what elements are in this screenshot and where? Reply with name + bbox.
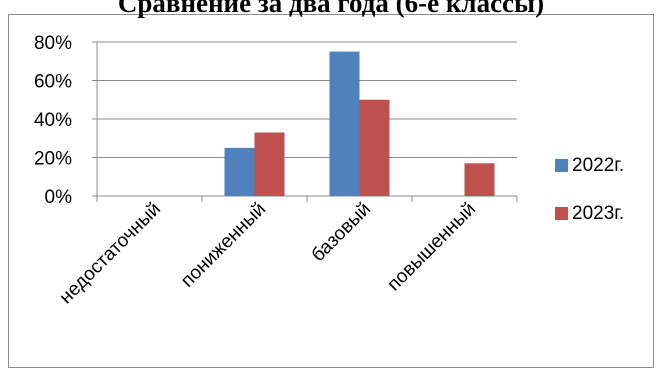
legend-label: 2023г. xyxy=(572,203,624,224)
y-tick-label: 20% xyxy=(34,149,72,170)
bar xyxy=(329,51,360,196)
legend-swatch xyxy=(555,159,568,172)
x-category-label: повышенный xyxy=(383,199,480,296)
y-tick-label: 80% xyxy=(34,33,72,54)
bar xyxy=(464,163,495,196)
bar xyxy=(254,132,285,196)
y-tick-label: 60% xyxy=(34,72,72,93)
y-tick-label: 0% xyxy=(45,187,73,208)
x-category-label: недостаточный xyxy=(56,199,165,308)
x-category-label: базовый xyxy=(308,199,375,266)
chart-title: Сравнение за два года (6-е классы) xyxy=(117,0,545,18)
y-tick-label: 40% xyxy=(34,110,72,131)
legend-label: 2022г. xyxy=(572,155,624,176)
x-category-label: пониженный xyxy=(177,199,270,292)
bar xyxy=(359,99,390,196)
bar xyxy=(224,147,255,196)
legend-swatch xyxy=(555,207,568,220)
